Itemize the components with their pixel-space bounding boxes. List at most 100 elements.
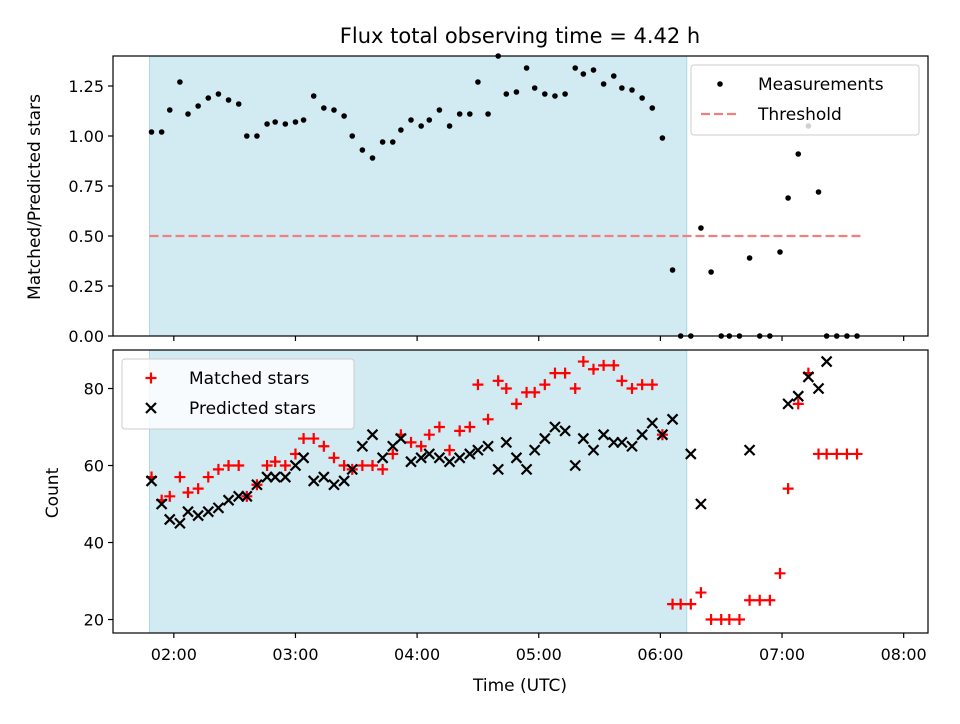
measurement-point [475, 79, 481, 85]
x-tick-label: 05:00 [516, 645, 562, 664]
matched-star-point [423, 429, 435, 441]
matched-star-point [723, 614, 735, 626]
x-axis-label: Time (UTC) [472, 676, 567, 696]
matched-star-point [764, 594, 776, 606]
matched-star-point [831, 448, 843, 460]
measurement-point [523, 65, 530, 71]
legend-matched-swatch [145, 372, 157, 384]
predicted-star-point [812, 382, 825, 395]
measurement-point [408, 117, 414, 123]
predicted-star-point [626, 440, 638, 453]
measurement-point [456, 111, 463, 117]
measurement-point [503, 91, 510, 97]
y-tick-label: 1.00 [68, 127, 104, 146]
matched-star-point [444, 444, 456, 456]
predicted-star-point [539, 432, 551, 445]
predicted-star-point [155, 498, 168, 510]
predicted-star-point [464, 448, 476, 460]
predicted-star-point [685, 448, 697, 460]
matched-star-point [695, 587, 707, 599]
measurement-point [282, 121, 289, 127]
matched-star-point [328, 452, 340, 464]
matched-star-point [675, 598, 687, 610]
legend-label: Matched stars [189, 369, 309, 389]
predicted-star-point [163, 513, 176, 526]
predicted-star-point [500, 436, 513, 449]
matched-star-point [782, 483, 794, 495]
predicted-star-point [695, 498, 707, 510]
predicted-star-point [782, 398, 794, 410]
measurement-point [610, 73, 617, 79]
matched-star-point [298, 433, 310, 445]
chart-panels: 0.00 0.25 0.50 0.75 1.00 1.25 Measurements Thre… [68, 53, 929, 664]
predicted-star-point [182, 505, 194, 518]
measurement-point [659, 135, 666, 141]
predicted-star-point [802, 371, 815, 383]
measurement-point [166, 107, 173, 113]
predicted-star-point [328, 478, 340, 491]
measurement-point [244, 133, 250, 139]
predicted-star-point [202, 505, 215, 518]
matched-star-point [821, 448, 833, 460]
matched-star-point [367, 460, 379, 472]
predicted-star-point [222, 494, 235, 506]
predicted-star-point [423, 448, 436, 460]
measurement-point [513, 89, 520, 95]
matched-star-point [233, 460, 245, 472]
measurement-point [379, 139, 386, 145]
predicted-star-point [346, 463, 359, 476]
measurement-point [562, 91, 568, 97]
measurement-point [436, 107, 443, 113]
predicted-star-point [549, 421, 561, 433]
matched-star-point [792, 398, 804, 410]
predicted-star-point [241, 490, 253, 503]
measurement-point [300, 117, 307, 123]
measurement-point [349, 133, 356, 139]
measurement-point [446, 123, 453, 129]
measurement-point [235, 101, 242, 107]
measurement-point [426, 117, 433, 123]
measurement-point [185, 111, 191, 117]
matched-star-point [308, 433, 320, 445]
measurement-point [572, 65, 579, 71]
predicted-star-point [145, 475, 158, 487]
measurement-point [292, 119, 299, 125]
legend-box [121, 358, 355, 430]
y-tick-label: 40 [84, 534, 104, 553]
matched-star-point [164, 490, 176, 502]
matched-star-point [626, 383, 638, 395]
predicted-star-point [251, 478, 263, 491]
predicted-star-point [192, 509, 204, 522]
matched-star-point [261, 460, 273, 472]
plot-frame [112, 349, 929, 634]
matched-star-point [192, 483, 204, 495]
legend-measurement-swatch [717, 81, 723, 87]
y-tick-label: 60 [84, 457, 104, 476]
legend-label: Threshold [757, 105, 842, 125]
x-tick-label: 06:00 [637, 645, 683, 664]
predicted-star-point [666, 413, 679, 426]
matched-star-point [182, 486, 194, 498]
predicted-star-point [577, 432, 590, 445]
predicted-star-point [318, 471, 330, 483]
plot-frame [112, 55, 929, 337]
matched-star-point [492, 375, 504, 387]
measurement-point [777, 249, 783, 255]
matched-star-point [356, 460, 368, 472]
measurement-point [310, 93, 317, 99]
matched-star-point [529, 386, 541, 398]
measurement-point [542, 91, 548, 97]
measurement-point [389, 139, 396, 145]
matched-star-point [587, 363, 599, 375]
measurement-point [225, 97, 232, 103]
predicted-star-point [297, 452, 310, 464]
matched-star-point [559, 367, 571, 379]
y-tick-label: 1.25 [68, 77, 104, 96]
legend: Measurements Threshold [690, 64, 920, 136]
y-tick-label: 0.75 [68, 177, 104, 196]
y-tick-label: 20 [84, 611, 104, 630]
matched-star-point [705, 614, 717, 626]
measurement-point [272, 119, 278, 125]
predicted-star-point [453, 452, 466, 464]
matched-star-point [269, 456, 281, 468]
